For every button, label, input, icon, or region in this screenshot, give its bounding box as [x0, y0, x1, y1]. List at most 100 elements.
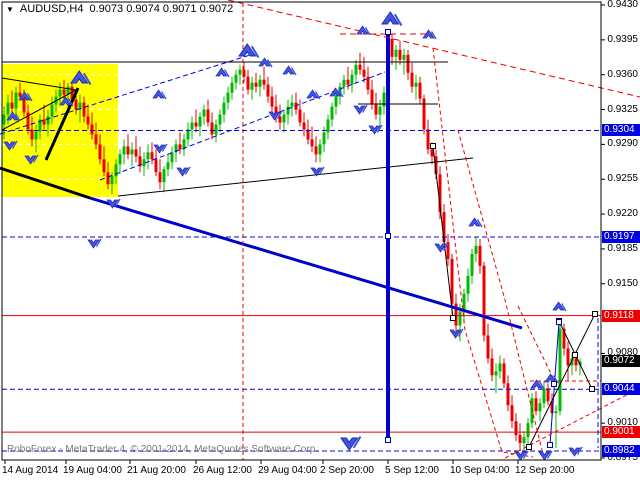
price-axis-label: 0.9430 — [607, 0, 638, 10]
candle — [14, 86, 18, 117]
candle — [410, 62, 414, 93]
triangle-upper-line[interactable] — [1, 77, 77, 91]
selection-handle[interactable] — [556, 319, 562, 325]
candle — [302, 112, 306, 137]
candle — [294, 92, 298, 115]
candle — [178, 132, 182, 155]
fractal-down-icon — [176, 166, 191, 177]
time-axis-label: 21 Aug 20:00 — [127, 465, 186, 476]
fractal-down-icon — [268, 110, 283, 121]
candle — [486, 323, 490, 364]
candle — [474, 237, 478, 262]
selection-handle[interactable] — [526, 444, 532, 450]
chart-title: ▼ AUDUSD,H4 0.9073 0.9074 0.9071 0.9072 — [6, 3, 233, 15]
blue-dashed-channel-upper[interactable] — [0, 54, 251, 135]
fractal-up-icon — [282, 65, 297, 76]
candle — [146, 144, 150, 170]
selection-handle[interactable] — [589, 386, 595, 392]
fractal-down-icon — [3, 140, 18, 151]
candle — [342, 74, 346, 95]
price-axis-label: 0.9185 — [607, 243, 638, 254]
candle — [10, 90, 14, 115]
symbol-dropdown-icon[interactable]: ▼ — [6, 4, 14, 14]
candle — [390, 33, 394, 65]
triangle-lower-line[interactable] — [1, 89, 77, 131]
candle — [142, 152, 146, 177]
candle — [170, 146, 174, 170]
price-badge-0.8982: 0.8982 — [602, 445, 640, 457]
selection-handle[interactable] — [547, 442, 553, 448]
candle — [222, 96, 226, 123]
candle — [238, 64, 242, 85]
candle — [506, 375, 510, 412]
candle — [154, 149, 158, 177]
candle — [90, 112, 94, 140]
candle — [538, 398, 542, 422]
candle — [394, 44, 398, 70]
candle — [106, 162, 110, 190]
candle — [358, 52, 362, 75]
selection-handle[interactable] — [592, 311, 598, 317]
thick-trend-black-segment[interactable] — [0, 166, 91, 200]
selection-handle[interactable] — [551, 381, 557, 387]
fractal-down-icon — [87, 238, 102, 249]
fractal-down-icon — [106, 198, 121, 209]
time-axis-label: 2 Sep 20:00 — [320, 465, 374, 476]
fractal-up-icon — [215, 67, 230, 78]
fractal-up-icon — [468, 217, 483, 228]
fractal-up-icon — [6, 111, 21, 122]
candle — [418, 76, 422, 105]
thick-steep-black-line[interactable] — [44, 87, 80, 161]
red-dashed-channel-left[interactable] — [432, 47, 534, 458]
fractal-down-icon — [538, 450, 553, 461]
red-dashed-long-descending[interactable] — [227, 0, 640, 98]
candle — [414, 74, 418, 100]
selection-handle[interactable] — [430, 143, 436, 149]
candle — [202, 104, 206, 125]
red-dashed-channel-right[interactable] — [457, 129, 543, 451]
selection-handle[interactable] — [385, 233, 391, 239]
candle — [254, 72, 258, 93]
candle — [466, 268, 470, 302]
fractal-up-icon — [152, 89, 167, 100]
thick-blue-trendline[interactable] — [89, 196, 523, 330]
chart-frame — [1, 1, 602, 461]
fractal-up-icon — [258, 57, 273, 68]
crash-impulse-line[interactable] — [432, 145, 454, 319]
candle — [218, 109, 222, 133]
candle — [182, 134, 186, 157]
selection-handle[interactable] — [450, 315, 456, 321]
red-dashed-rising[interactable] — [504, 387, 640, 459]
candle — [50, 96, 54, 125]
candle — [338, 82, 342, 105]
time-axis-label: 26 Aug 12:00 — [193, 465, 252, 476]
selection-handle[interactable] — [385, 437, 391, 443]
candle — [186, 122, 190, 147]
price-badge-0.9072: 0.9072 — [602, 355, 640, 367]
candle — [558, 321, 562, 416]
candle — [214, 119, 218, 143]
fractal-down-icon — [340, 435, 362, 451]
fractal-down-icon — [434, 242, 449, 253]
candle — [130, 142, 134, 167]
long-ascending-line[interactable] — [117, 157, 474, 197]
candle — [462, 288, 466, 324]
candle — [422, 94, 426, 135]
candle — [38, 114, 42, 140]
candle — [518, 423, 522, 451]
candle — [126, 134, 130, 160]
price-axis-label: 0.9220 — [607, 208, 638, 219]
candle — [266, 76, 270, 103]
selection-handle[interactable] — [385, 29, 391, 35]
candle — [566, 341, 570, 382]
candle — [158, 159, 162, 190]
selection-handle[interactable] — [572, 352, 578, 358]
red-dashed-short-descending[interactable] — [517, 305, 557, 385]
price-axis-label: 0.9360 — [607, 69, 638, 80]
candle — [198, 112, 202, 137]
fractal-down-icon — [353, 104, 368, 115]
candle — [162, 166, 166, 193]
time-axis-label: 10 Sep 04:00 — [450, 465, 510, 476]
candle — [206, 99, 210, 127]
